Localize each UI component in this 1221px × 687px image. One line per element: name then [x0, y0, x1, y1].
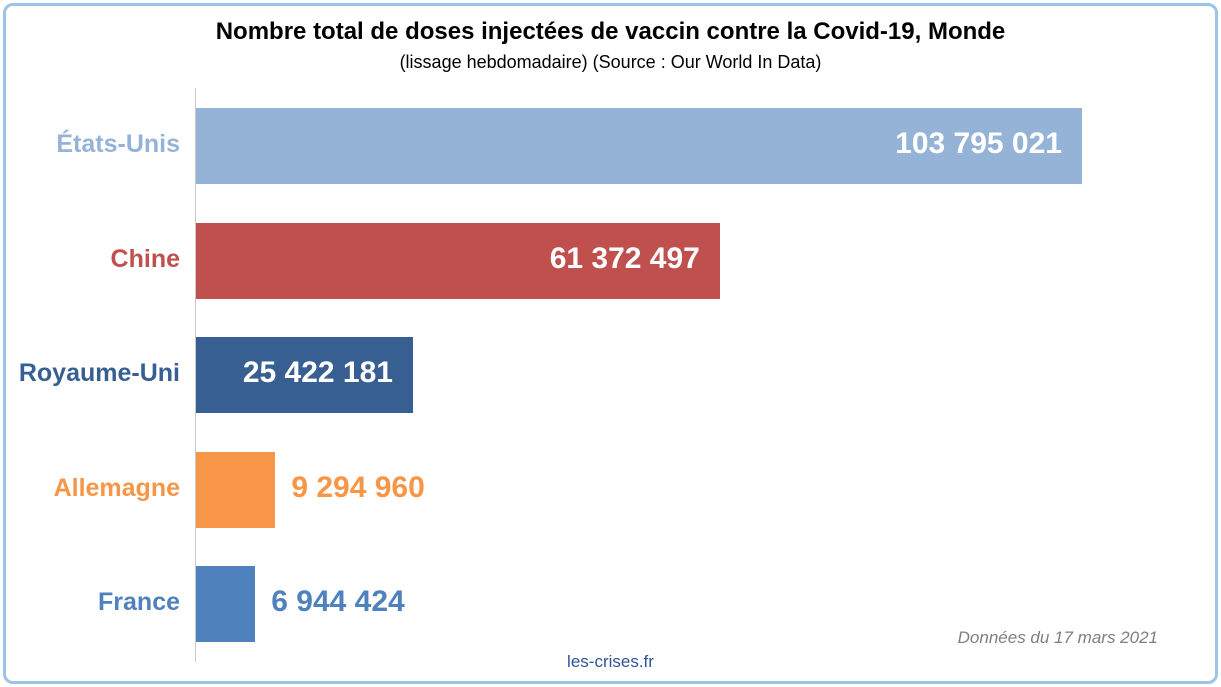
bar-2: [196, 337, 413, 413]
category-label: Allemagne: [53, 473, 180, 502]
category-label: Chine: [110, 244, 180, 273]
value-label: 6 944 424: [271, 585, 405, 618]
value-label: 61 372 497: [549, 241, 700, 275]
bar-0: [196, 108, 1082, 184]
date-note: Données du 17 mars 2021: [957, 628, 1158, 647]
category-label: États-Unis: [56, 130, 180, 158]
bar-4: [196, 566, 256, 642]
value-label: 9 294 960: [291, 470, 425, 504]
chart-subtitle: (lissage hebdomadaire) (Source : Our Wor…: [399, 52, 822, 72]
chart-title: Nombre total de doses injectées de vacci…: [215, 18, 1006, 45]
chart-frame: Nombre total de doses injectées de vacci…: [3, 3, 1218, 684]
value-label: 25 422 181: [242, 356, 393, 389]
category-label: France: [98, 588, 180, 616]
bar-3: [196, 451, 276, 528]
source-credit: les-crises.fr: [567, 652, 654, 671]
y-axis-line: [195, 88, 196, 662]
value-label: 103 795 021: [895, 127, 1062, 160]
bar-1: [196, 222, 720, 299]
category-label: Royaume-Uni: [18, 359, 180, 387]
